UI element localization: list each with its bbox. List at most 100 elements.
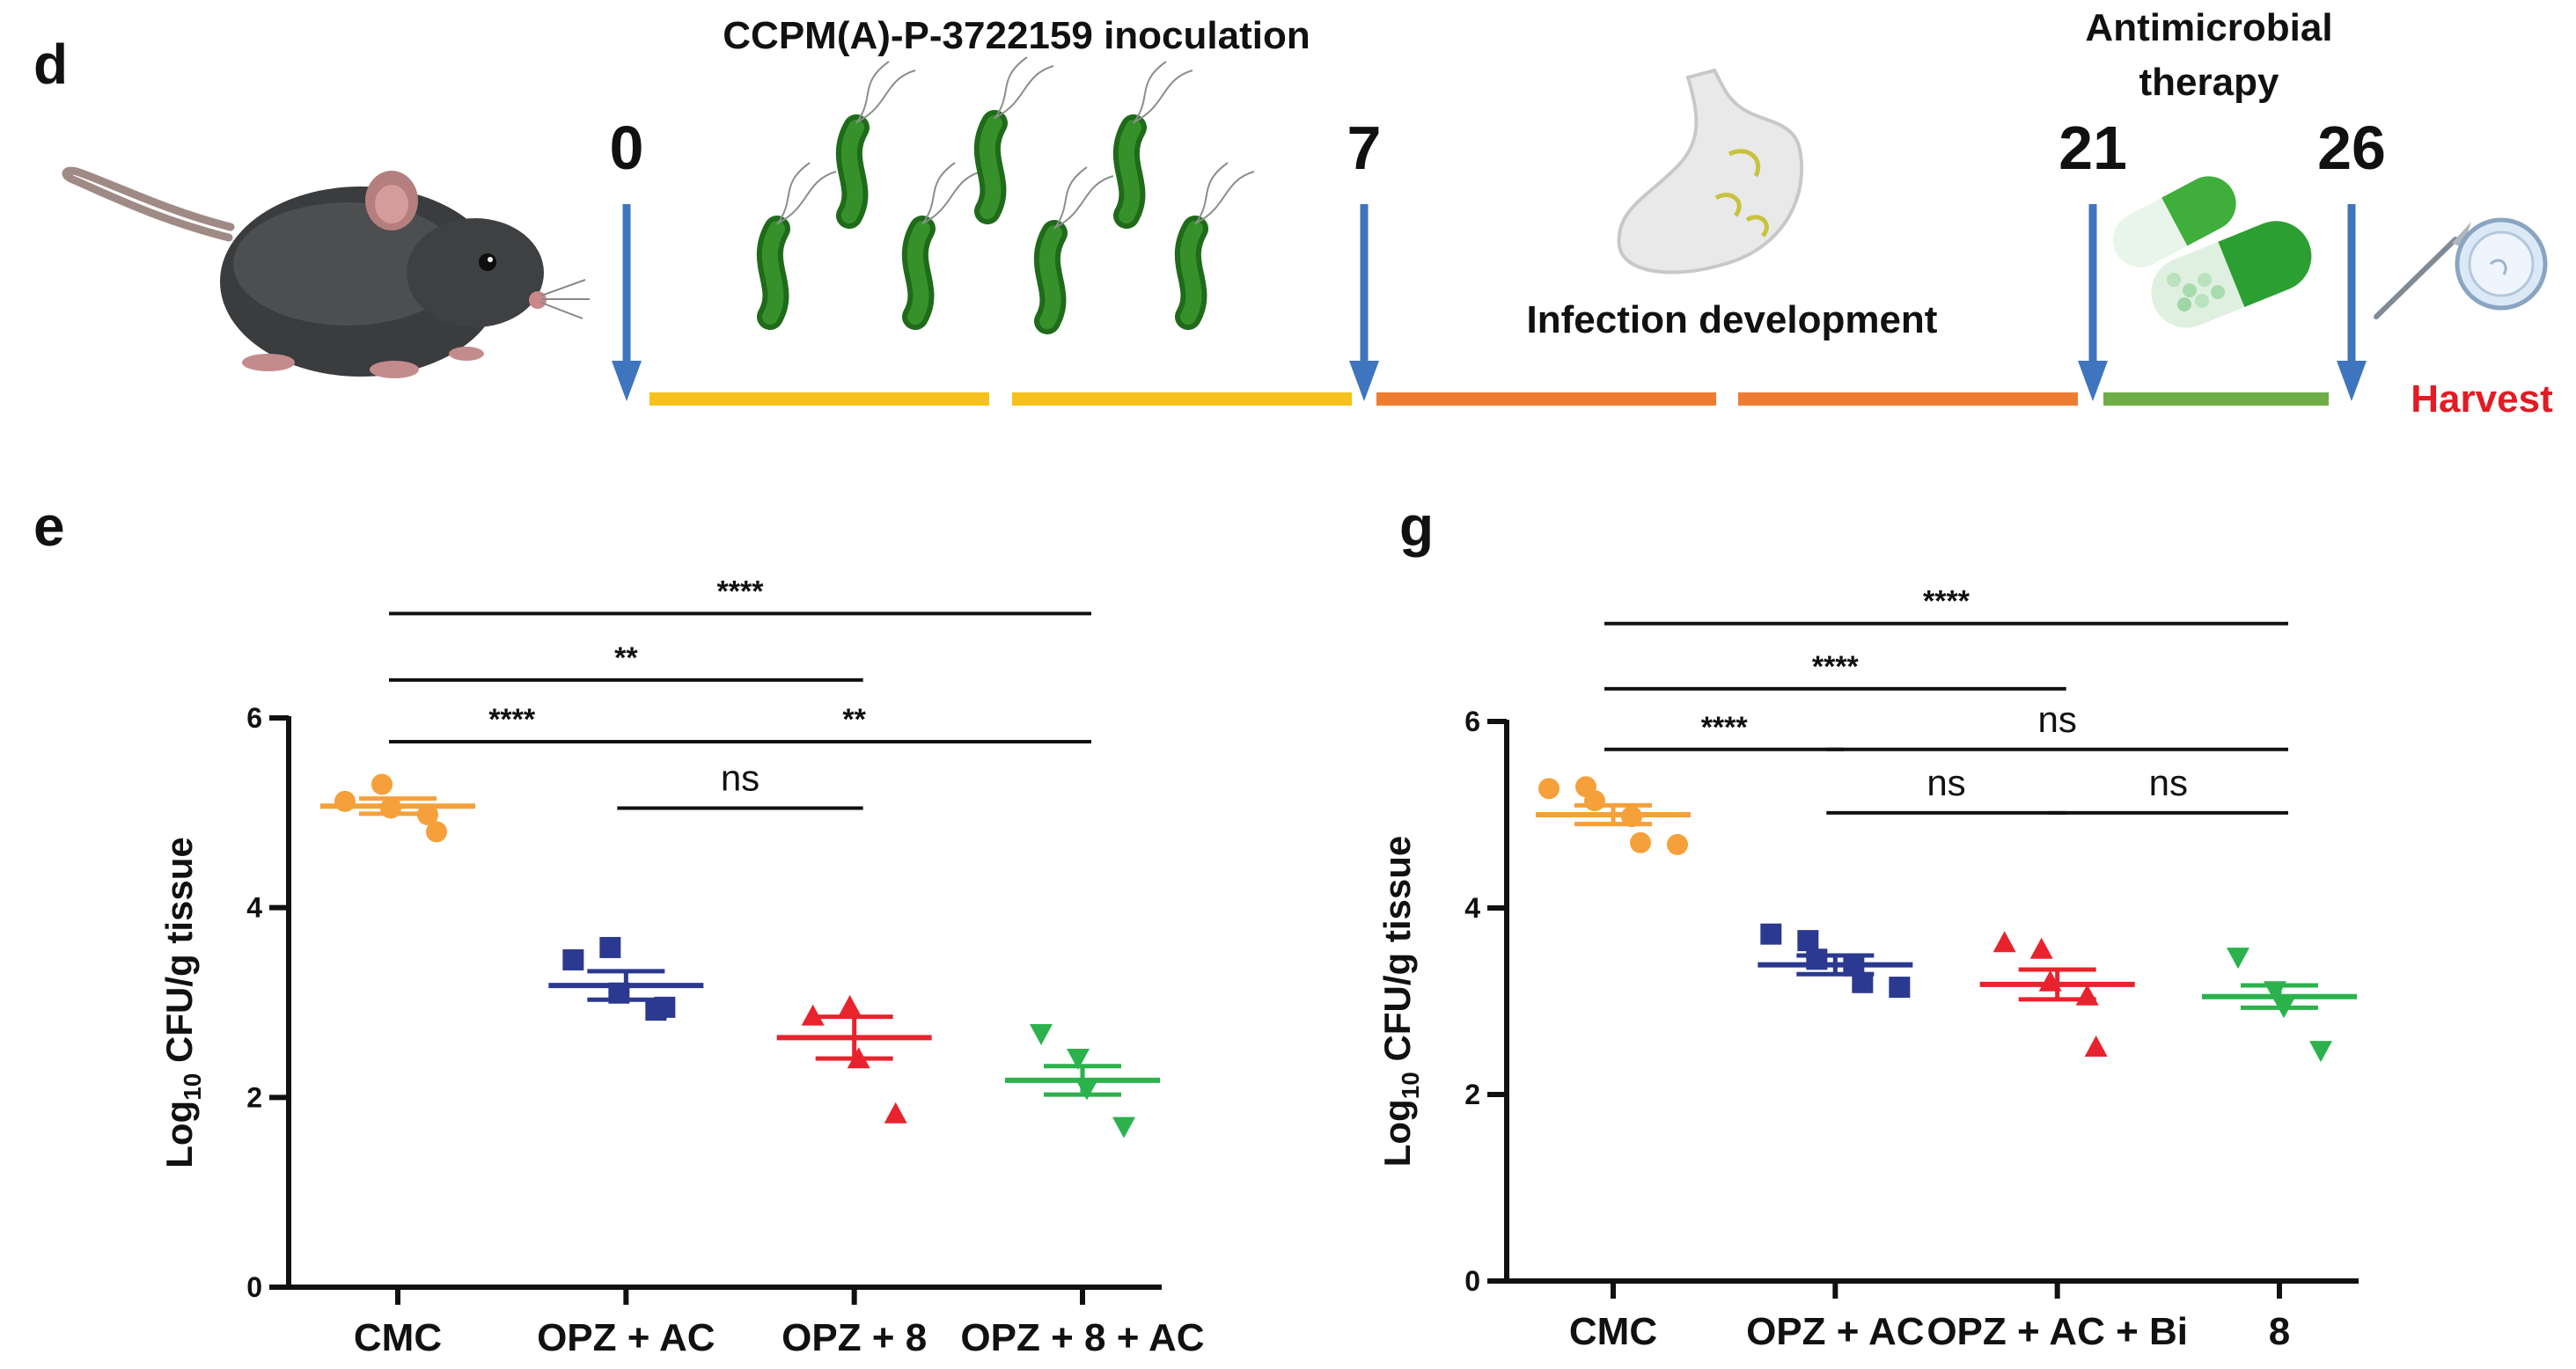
infection-development-label: Infection development — [1527, 298, 1938, 341]
y-tick-label: 6 — [1464, 706, 1480, 737]
day-7-label: 7 — [1347, 113, 1382, 182]
panel-g: g 0 2 4 6 CMC OPZ + AC OPZ + AC + Bi 8 Log10 CFU… — [1376, 494, 2359, 1353]
data-point — [599, 936, 621, 958]
significance-label: ** — [842, 703, 866, 736]
series-OPZ + AC — [548, 936, 704, 1021]
bacterium-icon — [973, 56, 1054, 224]
significance-label: **** — [1812, 650, 1860, 684]
mouse-illustration — [62, 166, 590, 378]
data-point — [2227, 948, 2249, 970]
significance-label: ns — [721, 757, 760, 798]
scalpel-dish-icon — [2374, 217, 2548, 319]
data-point — [2075, 984, 2099, 1006]
data-point — [801, 1004, 825, 1026]
data-point — [562, 948, 584, 970]
series-CMC — [1536, 776, 1691, 855]
y-axis-title: Log10 CFU/g tissue — [158, 837, 206, 1168]
therapy-title-line2: therapy — [2139, 61, 2279, 104]
data-point — [1584, 790, 1605, 812]
significance-label: **** — [488, 703, 536, 736]
data-point — [2309, 1041, 2332, 1063]
data-point — [1889, 977, 1911, 999]
significance-label: ns — [1926, 762, 1965, 803]
harvest-label: Harvest — [2411, 377, 2553, 421]
x-tick-label: OPZ + AC + Bi — [1926, 1310, 2188, 1353]
data-point — [1067, 1049, 1090, 1071]
inoculation-bar-1 — [650, 392, 989, 406]
data-point — [371, 773, 393, 795]
bacterium-icon — [1112, 61, 1193, 229]
data-point — [884, 1102, 907, 1124]
therapy-title-line1: Antimicrobial — [2085, 6, 2332, 49]
day-26-label: 26 — [2317, 113, 2386, 182]
pills-icon — [2112, 176, 2312, 328]
data-point — [838, 994, 862, 1016]
data-point — [426, 821, 447, 843]
series-OPZ + AC + Bi — [1979, 931, 2135, 1057]
data-point — [1797, 930, 1819, 952]
infection-bar-2 — [1738, 392, 2078, 406]
y-tick-label: 2 — [246, 1081, 262, 1113]
therapy-bar — [2103, 392, 2329, 406]
data-point — [2029, 937, 2053, 959]
data-point — [334, 790, 356, 812]
x-tick-label: OPZ + AC — [537, 1316, 716, 1359]
inoculation-bar-2 — [1012, 392, 1352, 406]
data-point — [2084, 1036, 2108, 1057]
data-point — [1538, 778, 1560, 800]
x-tick-label: CMC — [354, 1316, 442, 1359]
panel-e: e 0 2 4 6 CMC OPZ + AC OPZ + 8 OPZ + 8 + AC Log1… — [33, 494, 1205, 1359]
chart-g: 0 2 4 6 CMC OPZ + AC OPZ + AC + Bi 8 Log10 CFU/g… — [1376, 585, 2359, 1353]
y-tick-label: 0 — [1464, 1265, 1480, 1297]
bacterium-icon — [835, 61, 916, 229]
stomach-icon — [1617, 68, 1804, 275]
y-tick-label: 4 — [1464, 892, 1480, 924]
day-26-arrow-head — [2337, 361, 2367, 401]
significance-label: **** — [1923, 585, 1971, 619]
data-point — [1760, 923, 1782, 945]
x-tick-label: 8 — [2269, 1310, 2290, 1353]
panel-letter-e: e — [33, 494, 65, 558]
panel-letter-d: d — [33, 33, 68, 96]
significance-label: ** — [614, 641, 638, 675]
day-21-label: 21 — [2059, 113, 2127, 182]
inoculation-title: CCPM(A)-P-3722159 inoculation — [723, 14, 1310, 57]
significance-label: ns — [2037, 699, 2076, 740]
day-0-arrow-head — [612, 361, 642, 401]
x-tick-label: OPZ + AC — [1746, 1310, 1925, 1353]
bacterium-icon — [1174, 162, 1255, 330]
bacterium-icon — [756, 162, 837, 330]
data-point — [1112, 1116, 1135, 1138]
x-tick-label: OPZ + 8 — [782, 1316, 927, 1359]
bacterium-icon — [1033, 166, 1114, 334]
day-21-arrow-head — [2078, 361, 2108, 401]
day-7-arrow-head — [1349, 361, 1379, 401]
y-tick-label: 2 — [1464, 1079, 1480, 1110]
bacterium-icon — [901, 162, 982, 330]
data-point — [1993, 931, 2016, 953]
infection-bar-1 — [1376, 392, 1716, 406]
series-CMC — [320, 773, 475, 843]
y-tick-label: 0 — [246, 1271, 262, 1303]
chart-e: 0 2 4 6 CMC OPZ + AC OPZ + 8 OPZ + 8 + AC Log10 … — [158, 575, 1205, 1359]
significance-label: **** — [1701, 711, 1749, 744]
panel-d-timeline: d CCPM(A)-P-3722159 inoculation Antimicr… — [33, 6, 2553, 421]
significance-label: **** — [717, 575, 765, 608]
x-tick-label: OPZ + 8 + AC — [960, 1316, 1204, 1359]
data-point — [1030, 1024, 1053, 1046]
y-tick-label: 4 — [246, 892, 262, 924]
data-point — [1667, 833, 1688, 855]
series-OPZ + 8 — [776, 994, 932, 1124]
y-tick-label: 6 — [246, 702, 262, 734]
timeline-arrows — [612, 204, 2367, 401]
y-axis-title: Log10 CFU/g tissue — [1376, 836, 1424, 1168]
data-point — [1630, 831, 1651, 853]
significance-label: ns — [2149, 762, 2188, 803]
timeline-bars — [650, 392, 2329, 406]
series-OPZ + AC — [1758, 923, 1913, 999]
x-tick-label: CMC — [1569, 1310, 1657, 1353]
day-0-label: 0 — [610, 113, 644, 182]
series-8 — [2202, 948, 2357, 1063]
panel-letter-g: g — [1399, 494, 1434, 558]
